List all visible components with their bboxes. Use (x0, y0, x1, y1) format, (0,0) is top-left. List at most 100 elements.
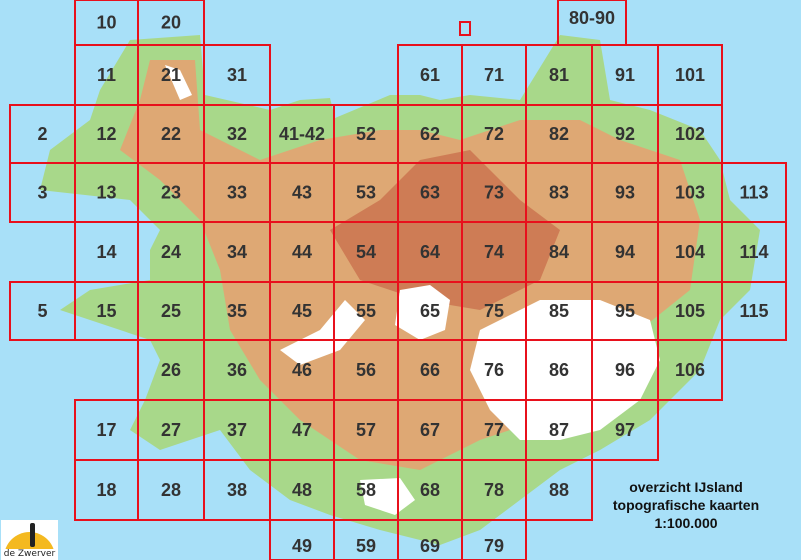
map-sheet-label: 56 (356, 360, 376, 380)
map-sheet-label: 77 (484, 420, 504, 440)
map-sheet-label: 115 (739, 301, 768, 321)
map-sheet-label: 83 (549, 183, 569, 203)
map-sheet-label: 94 (615, 242, 635, 262)
map-sheet-label: 81 (549, 65, 569, 85)
map-sheet-label: 76 (484, 360, 504, 380)
map-sheet-label: 44 (292, 242, 312, 262)
map-sheet-label: 32 (227, 124, 247, 144)
glaciers (165, 65, 660, 515)
title-line-2: topografische kaarten (612, 497, 760, 513)
de-zwerver-logo[interactable]: de Zwerver (1, 520, 58, 560)
map-sheet-label: 21 (161, 65, 181, 85)
map-sheet-label: 64 (420, 242, 440, 262)
map-sheet-label: 103 (675, 183, 705, 203)
map-sheet-88[interactable] (525, 459, 593, 521)
map-sheet-label: 67 (420, 420, 440, 440)
map-sheet-label: 80-90 (569, 8, 615, 28)
map-sheet-label: 20 (161, 13, 181, 33)
map-sheet-label: 48 (292, 480, 312, 500)
map-sheet-106[interactable] (657, 339, 723, 401)
map-sheet-label: 41-42 (279, 124, 325, 144)
map-sheet-label: 68 (420, 480, 440, 500)
map-sheet-label: 105 (675, 301, 705, 321)
map-sheet-label: 69 (420, 536, 440, 556)
map-sheet-label: 28 (161, 480, 181, 500)
grimsey-inset-box (459, 21, 471, 36)
map-sheet-label: 11 (97, 65, 116, 85)
map-sheet-97[interactable] (591, 399, 659, 461)
map-sheet-label: 54 (356, 242, 376, 262)
map-sheet-label: 95 (615, 301, 635, 321)
map-sheet-label: 36 (227, 360, 247, 380)
map-sheet-label: 38 (227, 480, 247, 500)
map-sheet-label: 46 (292, 360, 312, 380)
title-line-1: overzicht IJsland (629, 479, 743, 495)
map-sheet-label: 15 (96, 301, 116, 321)
map-sheet-label: 86 (549, 360, 569, 380)
map-sheet-label: 75 (484, 301, 504, 321)
map-sheet-label: 63 (420, 183, 440, 203)
map-sheet-label: 101 (675, 65, 705, 85)
map-sheet-label: 22 (161, 124, 181, 144)
map-sheet-label: 87 (549, 420, 569, 440)
map-sheet-label: 78 (484, 480, 504, 500)
map-sheet-label: 79 (484, 536, 504, 556)
map-sheet-label: 27 (161, 420, 181, 440)
map-sheet-label: 53 (356, 183, 376, 203)
map-sheet-label: 59 (356, 536, 376, 556)
map-sheet-label: 34 (227, 242, 247, 262)
map-sheet-label: 73 (484, 183, 504, 203)
map-sheet-label: 106 (675, 360, 705, 380)
map-sheet-label: 18 (96, 480, 116, 500)
map-sheet-label: 33 (227, 183, 247, 203)
map-sheet-label: 31 (227, 65, 247, 85)
map-sheet-label: 72 (484, 124, 504, 144)
map-sheet-label: 37 (227, 420, 247, 440)
map-sheet-label: 52 (356, 124, 376, 144)
map-sheet-label: 84 (549, 242, 569, 262)
map-sheet-label: 114 (739, 242, 768, 262)
map-sheet-label: 26 (161, 360, 181, 380)
map-sheet-label: 58 (356, 480, 376, 500)
map-sheet-label: 5 (37, 301, 47, 321)
logo-text: de Zwerver (1, 549, 58, 559)
map-sheet-79[interactable] (461, 519, 527, 560)
map-sheet-label: 93 (615, 183, 635, 203)
map-sheet-label: 23 (161, 183, 181, 203)
map-sheet-label: 85 (549, 301, 569, 321)
map-sheet-label: 3 (37, 183, 47, 203)
map-sheet-label: 91 (615, 65, 635, 85)
map-sheet-label: 10 (96, 13, 116, 33)
map-sheet-label: 25 (161, 301, 181, 321)
map-sheet-label: 45 (292, 301, 312, 321)
map-sheet-label: 65 (420, 301, 440, 321)
hiker-icon (30, 523, 35, 547)
map-sheet-label: 24 (161, 242, 181, 262)
map-sheet-label: 57 (356, 420, 376, 440)
title-line-3: 1:100.000 (654, 515, 718, 531)
map-sheet-label: 35 (227, 301, 247, 321)
map-title: overzicht IJsland topografische kaarten … (596, 478, 776, 532)
map-sheet-label: 47 (292, 420, 312, 440)
map-sheet-label: 88 (549, 480, 569, 500)
map-sheet-label: 66 (420, 360, 440, 380)
map-sheet-label: 17 (96, 420, 116, 440)
map-sheet-label: 104 (675, 242, 705, 262)
map-sheet-label: 92 (615, 124, 635, 144)
map-sheet-label: 13 (96, 183, 116, 203)
map-sheet-label: 113 (739, 183, 768, 203)
map-sheet-label: 71 (484, 65, 504, 85)
map-sheet-115[interactable] (721, 281, 787, 341)
map-sheet-label: 82 (549, 124, 569, 144)
map-sheet-label: 96 (615, 360, 635, 380)
map-sheet-label: 43 (292, 183, 312, 203)
map-sheet-label: 61 (420, 65, 440, 85)
map-sheet-label: 62 (420, 124, 440, 144)
map-sheet-label: 2 (37, 124, 47, 144)
map-sheet-label: 102 (675, 124, 705, 144)
map-sheet-label: 97 (615, 420, 635, 440)
map-sheet-label: 14 (96, 242, 116, 262)
map-sheet-label: 74 (484, 242, 504, 262)
